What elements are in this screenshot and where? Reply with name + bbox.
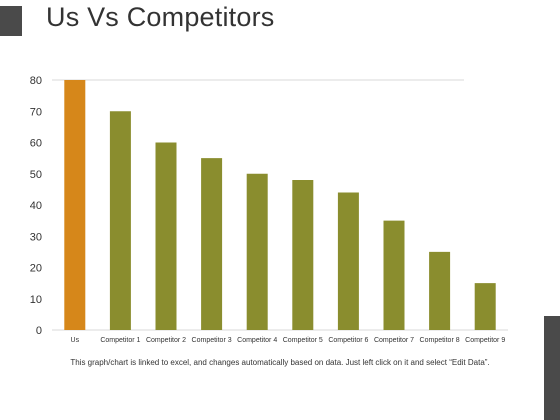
- x-tick-label: Us: [71, 337, 80, 344]
- bar: [201, 158, 223, 330]
- y-tick-label: 50: [30, 169, 42, 181]
- y-tick-label: 60: [30, 138, 42, 150]
- y-tick-label: 0: [36, 325, 42, 337]
- bar: [64, 80, 86, 330]
- bar: [292, 180, 314, 330]
- side-accent-bar: [544, 316, 560, 420]
- page-title: Us Vs Competitors: [46, 2, 275, 32]
- y-axis-ticks: 0 10 20 30 40 50 60 70 80: [30, 75, 508, 337]
- x-axis-ticks: Us Competitor 1 Competitor 2 Competitor 3 Co…: [71, 337, 506, 344]
- y-tick-label: 40: [30, 200, 42, 212]
- bar: [383, 220, 405, 330]
- bar-group: [64, 80, 496, 330]
- y-tick-label: 10: [30, 294, 42, 306]
- x-tick-label: Competitor 3: [192, 337, 232, 344]
- bar: [474, 283, 496, 330]
- x-tick-label: Competitor 8: [420, 337, 460, 344]
- bar: [155, 142, 177, 330]
- x-tick-label: Competitor 9: [465, 337, 505, 344]
- x-tick-label: Competitor 5: [283, 337, 323, 344]
- y-tick-label: 70: [30, 106, 42, 118]
- x-tick-label: Competitor 2: [146, 337, 186, 344]
- bar: [337, 192, 359, 330]
- x-tick-label: Competitor 1: [100, 337, 140, 344]
- corner-accent-square: [0, 6, 22, 36]
- y-tick-label: 30: [30, 231, 42, 243]
- bar: [246, 173, 268, 330]
- x-tick-label: Competitor 6: [328, 337, 368, 344]
- x-tick-label: Competitor 7: [374, 337, 414, 344]
- chart-footnote: This graph/chart is linked to excel, and…: [70, 358, 490, 367]
- y-tick-label: 20: [30, 263, 42, 275]
- y-tick-label: 80: [30, 75, 42, 87]
- x-tick-label: Competitor 4: [237, 337, 277, 344]
- bar: [429, 251, 451, 330]
- bar: [109, 111, 131, 330]
